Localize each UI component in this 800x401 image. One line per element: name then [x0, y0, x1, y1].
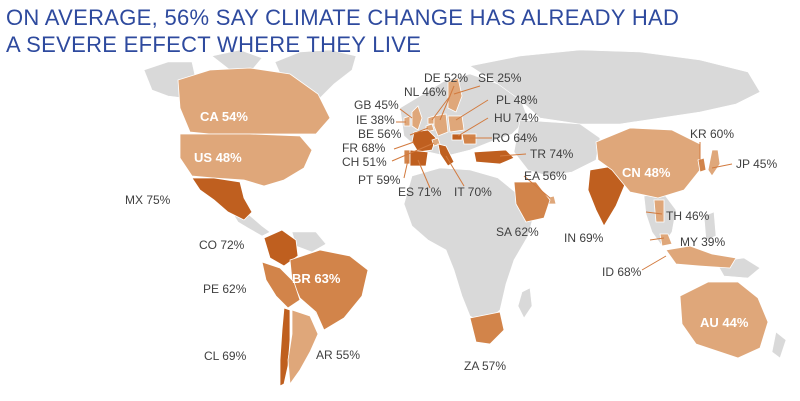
country-jp — [707, 149, 721, 177]
label-id: ID 68% — [602, 265, 642, 279]
country-pe — [261, 261, 301, 309]
label-sa: SA 62% — [496, 225, 539, 239]
label-ar: AR 55% — [316, 348, 360, 362]
label-fr: FR 68% — [342, 141, 386, 155]
country-mx — [191, 177, 253, 221]
country-th — [653, 199, 665, 223]
country-za — [469, 311, 505, 345]
country-co — [263, 229, 299, 267]
label-au: AU 44% — [700, 315, 749, 330]
country-pl — [447, 115, 465, 133]
label-pl: PL 48% — [496, 93, 538, 107]
label-kr: KR 60% — [690, 127, 734, 141]
label-hu: HU 74% — [494, 111, 539, 125]
label-ch: CH 51% — [342, 155, 387, 169]
label-cl: CL 69% — [204, 349, 247, 363]
country-cn — [595, 127, 701, 199]
title-line-1: ON AVERAGE, 56% SAY CLIMATE CHANGE HAS A… — [6, 5, 680, 30]
country-tr — [473, 149, 515, 165]
label-za: ZA 57% — [464, 359, 506, 373]
label-be: BE 56% — [358, 127, 402, 141]
country-labels: CA 54% US 48% MX 75% CO 72% BR 63% PE 62… — [125, 71, 777, 373]
country-pt — [403, 149, 411, 165]
country-gb — [411, 105, 423, 131]
map-title: ON AVERAGE, 56% SAY CLIMATE CHANGE HAS A… — [6, 4, 796, 58]
country-my — [659, 233, 673, 247]
country-au — [679, 281, 769, 359]
label-nl: NL 46% — [404, 85, 447, 99]
label-ea: EA 56% — [524, 169, 567, 183]
label-co: CO 72% — [199, 238, 245, 252]
label-it: IT 70% — [454, 185, 492, 199]
label-mx: MX 75% — [125, 193, 171, 207]
label-us: US 48% — [194, 150, 242, 165]
label-in: IN 69% — [564, 231, 604, 245]
label-ca: CA 54% — [200, 109, 248, 124]
label-es: ES 71% — [398, 185, 442, 199]
label-pt: PT 59% — [358, 173, 401, 187]
country-us — [179, 133, 313, 187]
country-id — [665, 245, 737, 269]
country-ie — [403, 115, 411, 127]
label-gb: GB 45% — [354, 98, 399, 112]
country-cl — [279, 307, 291, 387]
label-my: MY 39% — [680, 235, 725, 249]
country-shapes — [177, 67, 769, 387]
label-cn: CN 48% — [622, 165, 671, 180]
country-es — [409, 149, 429, 167]
label-tr: TR 74% — [530, 147, 574, 161]
label-th: TH 46% — [666, 209, 710, 223]
country-ar — [287, 309, 319, 386]
title-line-2: A SEVERE EFFECT WHERE THEY LIVE — [6, 32, 422, 57]
label-jp: JP 45% — [736, 157, 777, 171]
label-de: DE 52% — [424, 71, 468, 85]
leader-lines — [391, 85, 733, 271]
country-sa — [513, 181, 551, 223]
country-se — [447, 77, 463, 113]
country-de — [433, 113, 449, 137]
country-ca — [177, 67, 331, 135]
label-ie: IE 38% — [356, 113, 395, 127]
label-ro: RO 64% — [492, 131, 538, 145]
country-ro — [461, 133, 477, 145]
label-br: BR 63% — [292, 271, 341, 286]
label-pe: PE 62% — [203, 282, 247, 296]
label-se: SE 25% — [478, 71, 522, 85]
country-fr — [411, 129, 437, 153]
